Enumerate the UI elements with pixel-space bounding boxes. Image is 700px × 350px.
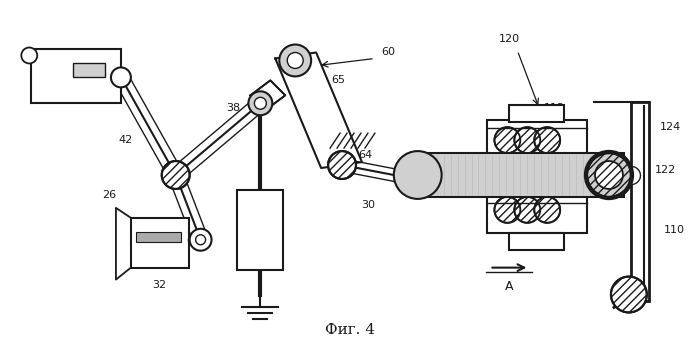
Text: D: D [535,207,543,217]
Circle shape [21,48,37,63]
Bar [418,153,624,197]
Circle shape [585,151,633,199]
Circle shape [494,197,520,223]
Circle shape [287,52,303,68]
Circle shape [254,97,266,109]
Bar [510,233,564,250]
Bar [510,105,564,122]
Bar [73,63,105,77]
Bar [32,49,121,103]
Bar [487,120,587,160]
Circle shape [595,161,623,189]
Circle shape [587,153,631,197]
Polygon shape [275,52,362,168]
Circle shape [394,151,442,199]
Circle shape [611,276,647,313]
Circle shape [112,68,130,86]
Circle shape [162,161,190,189]
Text: 32: 32 [152,280,166,289]
Circle shape [190,229,211,251]
Circle shape [534,127,560,153]
Text: 110: 110 [664,225,685,235]
Text: Фиг. 4: Фиг. 4 [325,323,375,337]
Circle shape [534,197,560,223]
Circle shape [494,127,520,153]
Text: 65: 65 [331,75,345,85]
Bar [631,102,649,301]
Circle shape [195,235,206,245]
Text: 30: 30 [361,200,375,210]
Text: 60: 60 [381,48,395,57]
Circle shape [111,68,131,88]
Text: 120: 120 [499,34,520,43]
Text: 34: 34 [178,218,192,228]
Bar [487,193,587,233]
Text: 122: 122 [655,165,676,175]
Text: 38: 38 [226,103,241,113]
Circle shape [328,151,356,179]
Bar [237,190,284,270]
Text: 64: 64 [358,150,372,160]
Bar [131,218,188,268]
Text: 24: 24 [56,68,70,77]
Text: 26: 26 [102,190,116,200]
Text: 112: 112 [544,103,565,113]
Text: 124: 124 [660,122,681,132]
Polygon shape [251,80,286,110]
Circle shape [279,44,312,76]
Text: 42: 42 [119,135,133,145]
Circle shape [514,127,540,153]
Circle shape [248,91,272,115]
Text: 115: 115 [453,163,474,173]
Bar [136,232,181,242]
Circle shape [514,197,540,223]
Text: A: A [505,280,514,293]
